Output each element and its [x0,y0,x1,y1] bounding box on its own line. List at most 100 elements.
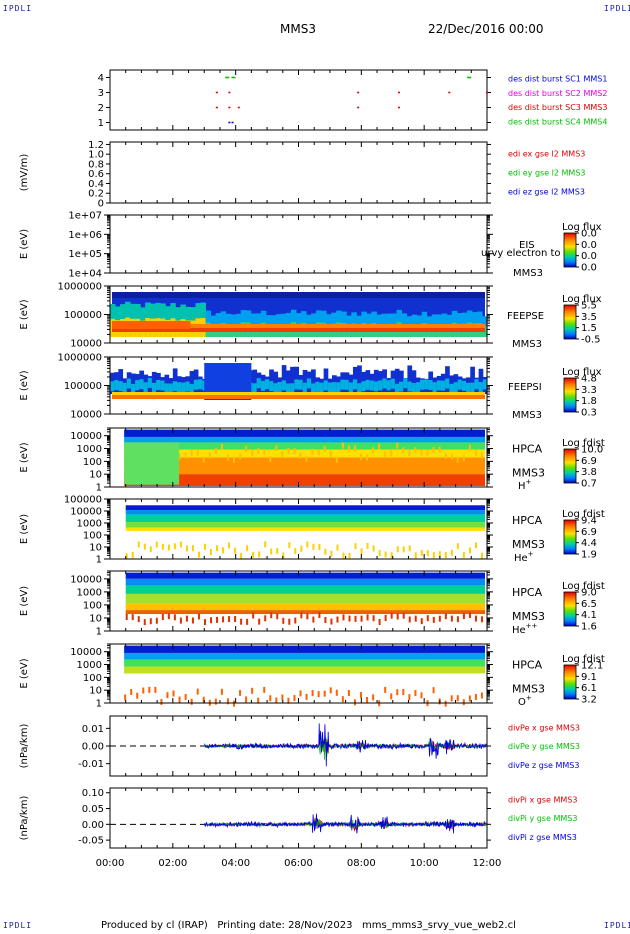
feepsi-cell [440,380,446,391]
hpca_o-cell [444,700,447,707]
feepsi-cell [122,382,128,393]
hpca_he-cell [444,552,447,559]
feepsi-cell [164,383,170,394]
feepsi-cell [185,381,191,392]
feepsi-cell [365,379,371,390]
hpca_o-cbar-tick-label: 3.2 [581,695,597,706]
feepsi-cell [411,382,417,393]
feepsi-cell [449,383,454,394]
hpca_o-colorbar [563,664,577,700]
hpca_hepp-cbar-tick-label: 9.0 [581,588,597,599]
feepsi-cell [273,383,279,394]
hpca_he-band [125,514,485,523]
feepsi-cell [298,379,304,390]
feepsi-label-sc: MMS3 [512,410,542,421]
hpca_h-band [124,474,485,486]
burst-burst-mark [486,91,488,94]
time-tick-label: 12:00 [473,858,502,869]
burst-burst-mark [225,76,230,79]
hpca_o-cell [450,695,453,702]
burst-burst-mark [215,106,218,109]
eis-cbar-tick-label: 0.0 [581,251,597,262]
burst-burst-mark [228,91,231,94]
hpca_h-cell [341,442,344,449]
hpca_o-cell [269,695,272,702]
hpca_hepp-ytick-label: 1000 [77,587,102,598]
edi-legend-label: edi ez gse l2 MMS3 [508,188,585,197]
hpca_o-cell [323,690,326,697]
feepsi-cell [252,369,258,394]
hpca_he-cbar-tick-label: 4.4 [581,538,597,549]
hpca_h-cell [462,455,465,462]
datetime-title: 22/Dec/2016 00:00 [428,22,544,36]
burst-burst-mark [467,76,472,79]
hpca_h-cell [257,447,260,454]
eis-ytick-label: 1e+04 [68,269,102,280]
hpca_hepp-ylabel: E (eV) [19,586,30,616]
hpca_he-cell [246,545,249,552]
hpca_he-cell [216,545,219,552]
hpca_o-cell [124,694,127,701]
hpca_hepp-cell [228,616,231,623]
feepsi-cell [197,379,203,390]
hpca_hepp-band [125,585,485,594]
hpca_hepp-cell [462,613,465,620]
hpca_he-cell [288,542,291,549]
feepse-ytick-label: 1000000 [57,282,102,293]
spacecraft-title: MMS3 [280,22,316,36]
hpca_hepp-cell [306,613,309,620]
hpca_hepp-cell [125,613,128,620]
hpca_he-cell [474,542,477,549]
feepsi-cell [277,381,283,392]
hpca_he-cell [432,552,435,559]
divpi-ytick-label: -0.05 [78,836,104,847]
divpe-ytick-label: -0.01 [78,759,104,770]
feepsi-cbar-tick-label: 0.3 [581,408,597,419]
hpca_he-band [125,505,485,511]
hpca_hepp-species-label: He++ [512,622,538,636]
hpca_h-cell [329,451,332,458]
hpca_o-ytick-label: 1 [96,699,102,710]
divpe-ytick-label: 0.00 [82,742,104,753]
hpca_h-ytick-label: 10000 [70,431,102,442]
hpca_h-cell [226,454,229,461]
hpca_he-cell [354,543,357,550]
hpca_he-cell [131,552,134,559]
hpca_h-cbar-tick-label: 0.7 [581,479,597,490]
feepsi-cell [160,380,165,391]
hpca_hepp-cell [216,616,219,623]
hpca_he-cell [179,541,182,548]
hpca_hepp-cell [312,616,315,623]
hpca_hepp-cell [378,618,381,625]
feepsi-cell [474,379,480,390]
edi-ytick-label: 0.6 [88,169,104,180]
hpca_hepp-cbar-tick-label: 6.5 [581,599,597,610]
hpca_he-band [125,510,485,515]
hpca_hepp-band [125,578,485,586]
hpca_hepp-cell [246,618,249,625]
hpca_he-cell [234,547,237,554]
divpi-ytick-label: 0.05 [82,804,104,815]
eis-colorbar [563,232,577,268]
hpca_h-label-sc: MMS3 [512,467,545,480]
hpca_hepp-cell [288,618,291,625]
hpca_h-cell [269,455,272,462]
feepsi-cell [327,382,333,393]
hpca_o-cell [166,692,169,699]
hpca_h-band [124,436,485,443]
hpca_o-cell [190,698,193,705]
time-tick-label: 10:00 [410,858,439,869]
hpca_o-cell [462,699,465,706]
feepse-cbar-tick-label: 1.5 [581,323,597,334]
feepse-cbar-title: Log flux [562,294,602,305]
burst-burst-mark [398,106,401,109]
hpca_he-cell [252,551,255,558]
hpca_h-cell [232,456,235,463]
hpca_hepp-band [125,593,485,604]
hpca_he-cell [210,549,213,556]
hpca_o-cell [214,698,217,705]
time-tick-label: 02:00 [158,858,187,869]
feepsi-cell [285,370,291,394]
hpca_o-cell [130,688,133,695]
edi-ytick-label: 0 [98,199,104,210]
